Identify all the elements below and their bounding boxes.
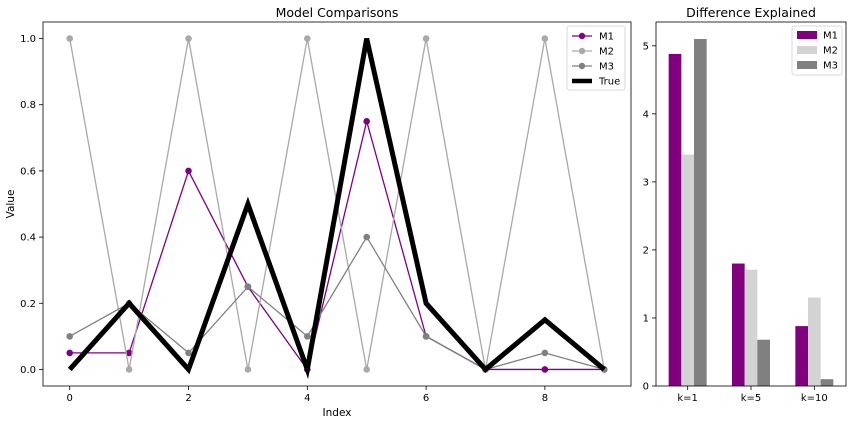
legend-entry: M3 [572, 62, 614, 73]
legend-label: M1 [599, 32, 614, 43]
series-line [69, 235, 605, 371]
bar [681, 154, 694, 386]
line-chart-y-ticks: 0.0 0.2 0.4 0.6 0.8 1.0 [20, 34, 43, 376]
series-line [69, 121, 605, 371]
y-tick-label: 3 [643, 177, 649, 188]
bar-chart-title: Difference Explained [686, 5, 816, 20]
x-tick-label: k=10 [801, 393, 828, 404]
line-chart-ylabel: Value [5, 190, 17, 219]
bar [668, 53, 682, 386]
y-tick-label: 0.8 [20, 100, 36, 111]
x-tick-label: 0 [67, 393, 73, 404]
data-point [422, 333, 430, 340]
x-tick-label: 2 [185, 393, 191, 404]
data-point [541, 366, 549, 373]
series-m3 [66, 233, 608, 373]
bar-chart-bars [668, 39, 834, 387]
legend-label: M3 [823, 61, 838, 72]
legend-entry: M3 [797, 61, 838, 72]
y-tick-label: 0.2 [20, 299, 36, 310]
legend-entry: M2 [797, 46, 838, 57]
legend-label: M1 [823, 31, 838, 42]
legend-entry: M1 [797, 31, 838, 42]
legend-marker [578, 62, 586, 70]
line-chart: Model Comparisons 0 2 4 6 8 0.0 0.2 0.4 0.6 0.8 1… [5, 5, 632, 419]
bar-series-m2 [681, 154, 821, 386]
data-point [185, 35, 192, 42]
legend-swatch [797, 31, 817, 39]
series-true [67, 37, 606, 380]
data-point [66, 349, 74, 357]
data-point [185, 349, 192, 357]
data-point [125, 349, 133, 357]
bar [757, 339, 770, 386]
legend-swatch [797, 61, 817, 69]
bar [744, 269, 758, 386]
legend-label: M3 [599, 62, 614, 73]
legend-label: M2 [599, 47, 614, 58]
bar [820, 379, 834, 386]
data-point [244, 283, 252, 291]
line-chart-frame [42, 21, 632, 387]
x-tick-label: 8 [542, 393, 548, 404]
y-tick-label: 0.0 [20, 365, 36, 376]
y-tick-label: 5 [643, 41, 649, 52]
bar [732, 263, 745, 386]
bar-chart-x-ticks: k=1 k=5 k=10 [677, 386, 828, 404]
x-tick-label: k=5 [741, 393, 762, 404]
legend-entry: M1 [572, 32, 614, 43]
data-point [422, 35, 430, 42]
line-chart-title: Model Comparisons [276, 5, 399, 20]
line-chart-series [66, 35, 608, 380]
legend-label: M2 [823, 46, 838, 57]
data-point [66, 35, 74, 42]
bar-chart: Difference Explained k=1 k=5 k=10 0 1 2 3 4 5 M… [643, 5, 847, 404]
bar-series-m1 [668, 53, 808, 386]
y-tick-label: 2 [643, 245, 649, 256]
y-tick-label: 1 [643, 313, 649, 324]
y-tick-label: 0.4 [20, 233, 36, 244]
data-point [363, 117, 370, 125]
data-point [304, 35, 311, 42]
x-tick-label: 4 [304, 393, 310, 404]
legend-entry: M2 [572, 47, 614, 58]
bar [808, 297, 821, 386]
line-chart-xlabel: Index [323, 407, 352, 419]
legend-swatch [797, 46, 817, 54]
y-tick-label: 0.6 [20, 166, 36, 177]
bar [694, 39, 707, 387]
data-point [244, 366, 252, 373]
data-point [66, 333, 74, 340]
bar [795, 326, 808, 386]
x-tick-label: 6 [423, 393, 429, 404]
legend-label: True [598, 77, 620, 88]
legend-entry: True [572, 77, 620, 88]
bar-chart-legend: M1 M2 M3 [791, 25, 843, 76]
line-chart-x-ticks: 0 2 4 6 8 [67, 386, 548, 404]
data-point [304, 333, 311, 340]
data-point [541, 349, 549, 357]
data-point [125, 366, 133, 373]
legend-marker [578, 32, 586, 40]
legend-marker [578, 47, 586, 55]
x-tick-label: k=1 [677, 393, 698, 404]
data-point [541, 35, 549, 42]
series-line [67, 37, 606, 380]
data-point [363, 366, 370, 373]
bar-chart-y-ticks: 0 1 2 3 4 5 [643, 41, 656, 393]
bar-series-m3 [694, 39, 834, 387]
y-tick-label: 1.0 [20, 34, 36, 45]
y-tick-label: 4 [643, 109, 649, 120]
y-tick-label: 0 [643, 382, 649, 393]
data-point [185, 167, 192, 175]
line-chart-legend: M1 M2 M3 True [566, 25, 626, 91]
legend-box [566, 25, 626, 91]
data-point [363, 233, 370, 241]
